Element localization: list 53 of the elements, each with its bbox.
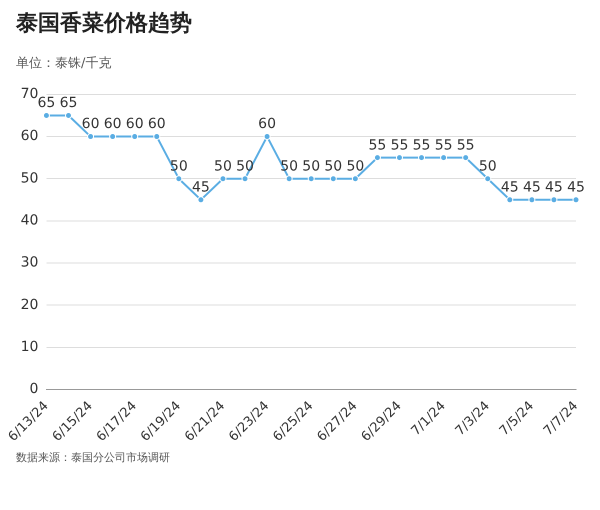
point xyxy=(153,133,160,140)
point xyxy=(462,154,470,162)
data-label: 50 xyxy=(324,158,342,174)
data-label: 50 xyxy=(302,158,320,174)
data-label: 55 xyxy=(390,137,408,154)
point xyxy=(175,175,182,182)
point xyxy=(352,175,359,182)
data-label: 55 xyxy=(434,137,453,154)
point xyxy=(506,196,514,204)
point xyxy=(197,196,204,204)
data-label: 55 xyxy=(412,137,430,154)
point xyxy=(286,175,293,182)
y-tick-label: 70 xyxy=(20,86,38,102)
data-label: 65 xyxy=(60,95,78,112)
data-label: 60 xyxy=(258,116,276,132)
chart-title: 泰国香菜价格趋势 xyxy=(16,10,193,38)
point xyxy=(528,196,536,204)
point xyxy=(219,175,226,182)
data-label: 60 xyxy=(126,116,144,132)
y-tick-label: 30 xyxy=(20,254,38,271)
data-label: 60 xyxy=(104,116,122,132)
point xyxy=(264,133,271,140)
source-note: 数据来源：泰国分公司市场调研 xyxy=(16,450,171,465)
data-label: 45 xyxy=(500,179,519,196)
data-label: 65 xyxy=(38,95,56,112)
point xyxy=(330,175,337,182)
point xyxy=(374,154,381,162)
y-tick-label: 60 xyxy=(20,128,38,144)
chart-subtitle: 单位：泰铢/千克 xyxy=(16,55,112,72)
data-label: 45 xyxy=(545,179,563,196)
point xyxy=(396,154,403,162)
y-tick-label: 20 xyxy=(20,296,38,313)
data-label: 45 xyxy=(567,179,585,196)
point xyxy=(440,154,448,162)
data-label: 55 xyxy=(456,137,475,154)
point xyxy=(242,175,249,182)
data-label: 50 xyxy=(346,158,364,174)
y-tick-label: 40 xyxy=(20,212,38,229)
data-label: 50 xyxy=(214,158,232,174)
y-tick-label: 50 xyxy=(20,170,38,186)
data-label: 45 xyxy=(192,179,210,196)
data-label: 55 xyxy=(368,137,386,154)
y-tick-label: 10 xyxy=(20,339,38,356)
point xyxy=(572,196,580,204)
data-label: 45 xyxy=(522,179,541,196)
data-label: 60 xyxy=(82,116,100,132)
point xyxy=(484,175,492,182)
point xyxy=(550,196,558,204)
y-tick-label: 0 xyxy=(30,381,38,398)
data-label: 50 xyxy=(478,158,497,174)
point xyxy=(418,154,426,162)
data-label: 60 xyxy=(148,116,166,132)
point xyxy=(308,175,315,182)
